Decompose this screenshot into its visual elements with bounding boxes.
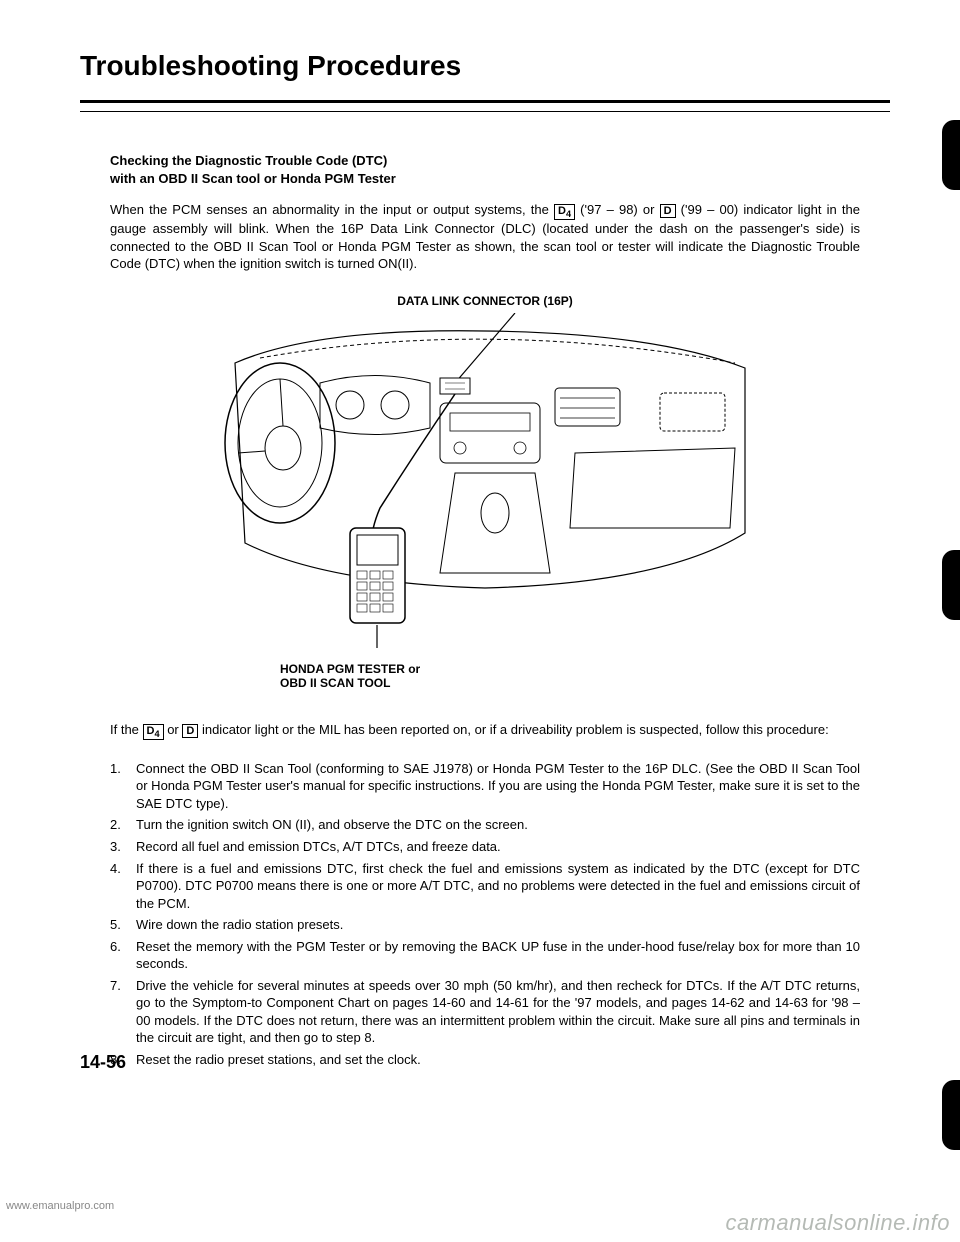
diagram-label-bottom: HONDA PGM TESTER or OBD II SCAN TOOL [280,662,860,691]
procedure-steps: Connect the OBD II Scan Tool (conforming… [110,760,860,1069]
subhead-line: with an OBD II Scan tool or Honda PGM Te… [110,171,396,186]
dashboard-diagram [205,313,765,653]
indicator-d4-icon: D4 [554,204,575,220]
step-item: Record all fuel and emission DTCs, A/T D… [110,838,860,856]
page-tab [942,120,960,190]
page-tab [942,1080,960,1150]
section-subhead: Checking the Diagnostic Trouble Code (DT… [110,152,860,187]
diagram-label-top: DATA LINK CONNECTOR (16P) [110,293,860,309]
divider [80,111,890,112]
step-item: Connect the OBD II Scan Tool (conforming… [110,760,860,813]
step-item: If there is a fuel and emissions DTC, fi… [110,860,860,913]
watermark-right: carmanualsonline.info [725,1210,950,1236]
indicator-d4-icon: D4 [143,724,164,740]
indicator-d-icon: D [660,204,676,218]
intro-paragraph: When the PCM senses an abnormality in th… [110,201,860,273]
step-item: Drive the vehicle for several minutes at… [110,977,860,1047]
step-item: Reset the memory with the PGM Tester or … [110,938,860,973]
subhead-line: Checking the Diagnostic Trouble Code (DT… [110,153,387,168]
page-title: Troubleshooting Procedures [80,50,890,82]
step-item: Reset the radio preset stations, and set… [110,1051,860,1069]
mid-paragraph: If the D4 or D indicator light or the MI… [110,721,860,740]
step-item: Turn the ignition switch ON (II), and ob… [110,816,860,834]
divider [80,100,890,103]
watermark-left: www.emanualpro.com [6,1200,114,1212]
page-number: 14-56 [80,1052,126,1073]
step-item: Wire down the radio station presets. [110,916,860,934]
page-tab [942,550,960,620]
indicator-d-icon: D [182,724,198,738]
